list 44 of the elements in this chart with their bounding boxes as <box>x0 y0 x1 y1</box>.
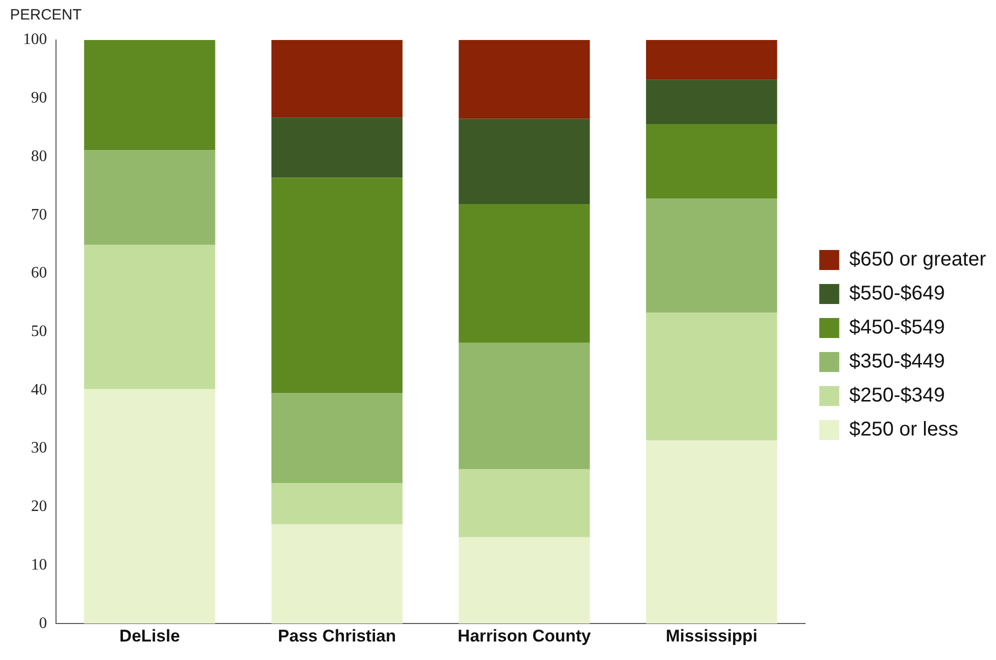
bar <box>84 388 216 624</box>
y-tick-label: 60 <box>31 264 47 282</box>
y-tick-label: 40 <box>31 381 47 398</box>
bar <box>271 40 403 118</box>
y-tick-label: 30 <box>31 440 47 457</box>
x-tick-label: Harrison County <box>458 626 592 646</box>
y-tick-label: 90 <box>31 90 47 107</box>
bar <box>646 40 778 80</box>
bar <box>646 440 778 624</box>
bar <box>458 204 590 343</box>
bar <box>271 524 403 624</box>
x-tick-label: Pass Christian <box>278 626 396 646</box>
y-axis-title: PERCENT <box>10 6 82 24</box>
bar <box>84 40 216 150</box>
y-tick-label: 50 <box>31 323 47 340</box>
legend-label: $550-$649 <box>849 282 945 305</box>
legend-label: $250-$349 <box>849 384 945 407</box>
y-tick-label: 80 <box>31 148 47 165</box>
y-tick-label: 20 <box>31 498 47 516</box>
y-tick-label: 70 <box>31 206 47 224</box>
legend-label: $350-$449 <box>849 350 945 373</box>
bar <box>646 312 778 440</box>
legend-label: $250 or less <box>849 418 958 441</box>
x-tick-label: DeLisle <box>119 626 180 646</box>
bar <box>271 482 403 524</box>
bar <box>458 118 590 204</box>
bar <box>646 124 778 199</box>
bar <box>458 40 590 119</box>
legend-label: $650 or greater <box>849 248 986 271</box>
bar <box>646 198 778 313</box>
y-tick-label: 100 <box>23 31 47 48</box>
bar <box>458 468 590 538</box>
y-tick-label: 10 <box>31 556 47 574</box>
y-tick-label: 0 <box>39 614 47 632</box>
bar <box>271 118 403 178</box>
bar <box>271 393 403 483</box>
bar <box>84 150 216 245</box>
legend-label: $450-$549 <box>849 316 945 339</box>
bar <box>646 80 778 124</box>
bar <box>271 178 403 394</box>
x-tick-label: Mississippi <box>666 626 758 646</box>
bar <box>458 537 590 624</box>
bar <box>458 342 590 469</box>
bar <box>84 244 216 389</box>
